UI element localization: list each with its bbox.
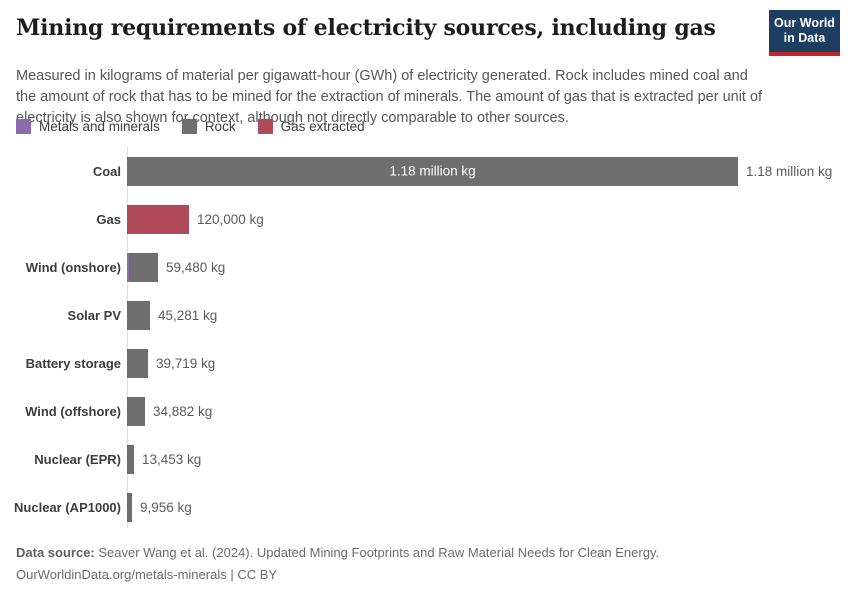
- category-label: Wind (offshore): [25, 403, 121, 419]
- category-label: Nuclear (EPR): [34, 451, 121, 467]
- legend-label: Rock: [204, 119, 236, 134]
- bar-value-label: 59,480 kg: [166, 259, 226, 275]
- bar-value-label: 9,956 kg: [140, 499, 192, 515]
- chart-subtitle: Measured in kilograms of material per gi…: [16, 68, 763, 126]
- chart-row: Solar PV 45,281 kg: [0, 291, 850, 339]
- chart-row: Coal 1.18 million kg 1.18 million kg: [0, 147, 850, 195]
- legend-swatch-icon: [257, 119, 273, 134]
- owid-logo-accent-bar: [769, 51, 840, 56]
- bar-value-label: 45,281 kg: [158, 307, 218, 323]
- legend-label: Metals and minerals: [39, 119, 160, 134]
- bar-area: 59,480 kg: [127, 252, 226, 282]
- chart-rows: Coal 1.18 million kg 1.18 million kg Gas 120…: [0, 147, 850, 531]
- bar-value-label: 39,719 kg: [156, 355, 216, 371]
- bar-stack: 1.18 million kg: [127, 156, 738, 186]
- bar-segment-gas-extracted: [127, 204, 189, 234]
- legend-item[interactable]: Gas extracted: [257, 119, 365, 134]
- bar-segment-rock: [127, 492, 132, 522]
- y-axis-line: [127, 147, 128, 528]
- category-label: Battery storage: [25, 355, 121, 371]
- data-source-text: Seaver Wang et al. (2024). Updated Minin…: [94, 545, 660, 560]
- bar-value-label: 34,882 kg: [153, 403, 213, 419]
- bar-area: 9,956 kg: [127, 492, 192, 522]
- bar-stack: [127, 300, 150, 330]
- license-line[interactable]: OurWorldinData.org/metals-minerals | CC …: [16, 567, 278, 582]
- bar-segment-rock: [127, 300, 150, 330]
- legend-label: Gas extracted: [280, 119, 365, 134]
- chart-row: Nuclear (AP1000) 9,956 kg: [0, 483, 850, 531]
- bar-segment-rock: [129, 252, 158, 282]
- data-source-line: Data source: Seaver Wang et al. (2024). …: [16, 542, 659, 564]
- chart-row: Battery storage 39,719 kg: [0, 339, 850, 387]
- chart-row: Gas 120,000 kg: [0, 195, 850, 243]
- bar-area: 39,719 kg: [127, 348, 216, 378]
- bar-segment-rock: [127, 444, 134, 474]
- legend-swatch-icon: [181, 119, 197, 134]
- bar-area: 34,882 kg: [127, 396, 213, 426]
- bar-segment-rock: [127, 156, 738, 186]
- category-label: Nuclear (AP1000): [14, 499, 121, 515]
- bar-segment-rock: [127, 396, 145, 426]
- bar-value-label: 1.18 million kg: [746, 163, 833, 179]
- chart-footer: Data source: Seaver Wang et al. (2024). …: [16, 542, 659, 586]
- owid-logo-line2: in Data: [783, 31, 826, 46]
- bar-stack: [127, 348, 148, 378]
- owid-logo-line1: Our World: [774, 16, 835, 30]
- category-label: Coal: [92, 163, 121, 179]
- category-label: Wind (onshore): [25, 259, 121, 275]
- page-title: Mining requirements of electricity sourc…: [16, 15, 716, 41]
- bar-stack: [127, 492, 132, 522]
- bar-stack: [127, 444, 134, 474]
- bar-value-inside-label: 1.18 million kg: [389, 163, 476, 179]
- bar-stack: [127, 396, 145, 426]
- bar-stack: [127, 204, 189, 234]
- chart-row: Nuclear (EPR) 13,453 kg: [0, 435, 850, 483]
- bar-segment-metals-and-minerals: [127, 252, 129, 282]
- bar-value-label: 13,453 kg: [142, 451, 202, 467]
- owid-logo[interactable]: Our World in Data: [769, 10, 840, 56]
- bar-area: 120,000 kg: [127, 204, 264, 234]
- bar-area: 1.18 million kg 1.18 million kg: [127, 156, 833, 186]
- legend-item[interactable]: Rock: [181, 119, 236, 134]
- owid-logo-box: Our World in Data: [769, 10, 840, 52]
- data-source-label: Data source:: [16, 545, 95, 560]
- chart-row: Wind (onshore) 59,480 kg: [0, 243, 850, 291]
- chart-legend: Metals and minerals Rock Gas extracted: [16, 119, 387, 134]
- category-label: Gas: [96, 211, 121, 227]
- legend-item[interactable]: Metals and minerals: [16, 119, 160, 134]
- bar-chart: Coal 1.18 million kg 1.18 million kg Gas 120…: [0, 147, 850, 531]
- bar-segment-rock: [127, 348, 148, 378]
- bar-stack: [127, 252, 158, 282]
- chart-row: Wind (offshore) 34,882 kg: [0, 387, 850, 435]
- category-label: Solar PV: [67, 307, 121, 323]
- bar-value-label: 120,000 kg: [197, 211, 264, 227]
- legend-swatch-icon: [16, 119, 31, 134]
- bar-area: 45,281 kg: [127, 300, 218, 330]
- bar-area: 13,453 kg: [127, 444, 202, 474]
